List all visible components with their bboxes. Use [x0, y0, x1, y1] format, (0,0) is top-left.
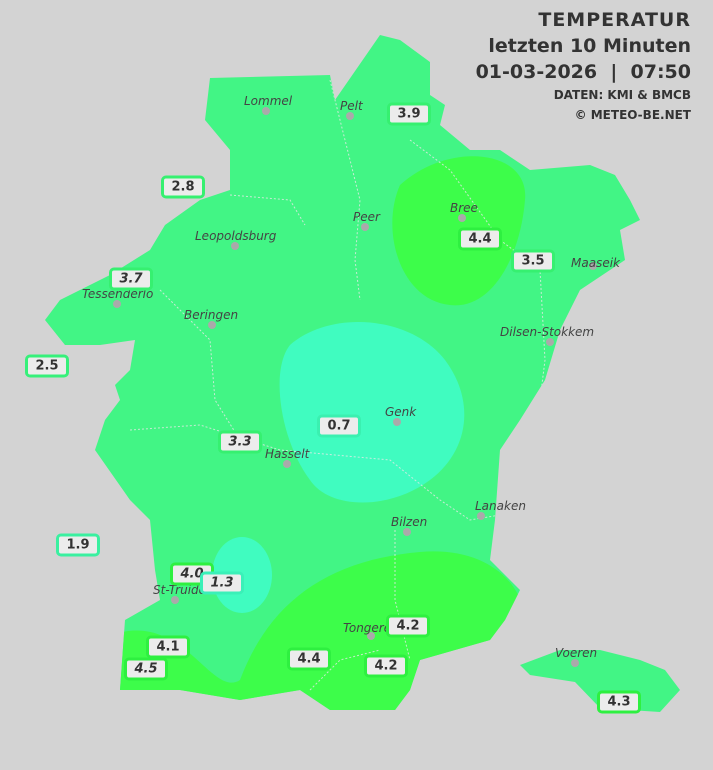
city-marker — [171, 596, 179, 604]
city-label: Pelt — [340, 99, 363, 113]
city-marker — [361, 223, 369, 231]
city-label: Tongeren — [343, 621, 399, 635]
cool-zone-genk — [279, 322, 465, 503]
map-subtitle: letzten 10 Minuten — [488, 35, 691, 57]
city-marker — [403, 528, 411, 536]
city-marker — [113, 300, 121, 308]
city-label: St-Truiden — [153, 583, 214, 597]
temperature-reading: 4.3 — [597, 690, 641, 714]
city-label: Peer — [353, 210, 380, 224]
copyright: © METEO-BE.NET — [574, 108, 691, 122]
city-label: Bilzen — [391, 515, 428, 529]
city-label: Voeren — [555, 646, 598, 660]
temperature-reading: 3.9 — [387, 102, 431, 126]
city-label: Genk — [385, 405, 417, 419]
temperature-reading: 4.2 — [386, 614, 430, 638]
city-label: Tessenderlo — [82, 287, 154, 301]
temperature-reading: 1.9 — [56, 533, 100, 557]
city-label: Hasselt — [265, 447, 310, 461]
temperature-reading: 2.5 — [25, 354, 69, 378]
city-marker — [231, 242, 239, 250]
city-marker — [367, 632, 375, 640]
data-source: DATEN: KMI & BMCB — [553, 88, 691, 102]
city-label: Bree — [450, 201, 478, 215]
temperature-reading: 3.3 — [218, 430, 262, 454]
temperature-reading: 4.4 — [287, 647, 331, 671]
city-label: Dilsen-Stokkem — [500, 325, 595, 339]
city-marker — [458, 214, 466, 222]
temperature-reading: 4.5 — [124, 657, 168, 681]
city-label: Lommel — [244, 94, 293, 108]
temperature-reading: 2.8 — [161, 175, 205, 199]
temperature-reading: 0.7 — [317, 414, 361, 438]
city-marker — [283, 460, 291, 468]
map-title: TEMPERATUR — [538, 9, 691, 31]
temperature-reading: 1.3 — [200, 571, 244, 595]
map-datetime: 01-03-2026 | 07:50 — [475, 61, 691, 83]
city-label: Leopoldsburg — [195, 229, 277, 243]
city-marker — [208, 321, 216, 329]
city-marker — [393, 418, 401, 426]
city-label: Beringen — [184, 308, 239, 322]
city-marker — [546, 338, 554, 346]
city-marker — [346, 112, 354, 120]
temperature-reading: 4.2 — [364, 654, 408, 678]
temperature-reading: 4.1 — [146, 635, 190, 659]
temperature-reading: 4.4 — [458, 227, 502, 251]
temperature-reading: 3.7 — [109, 267, 153, 291]
temperature-reading: 3.5 — [511, 249, 555, 273]
city-marker — [262, 107, 270, 115]
city-marker — [571, 659, 579, 667]
city-label: Maaseik — [571, 256, 620, 270]
city-marker — [589, 262, 597, 270]
city-marker — [477, 512, 485, 520]
city-label: Lanaken — [475, 499, 526, 513]
